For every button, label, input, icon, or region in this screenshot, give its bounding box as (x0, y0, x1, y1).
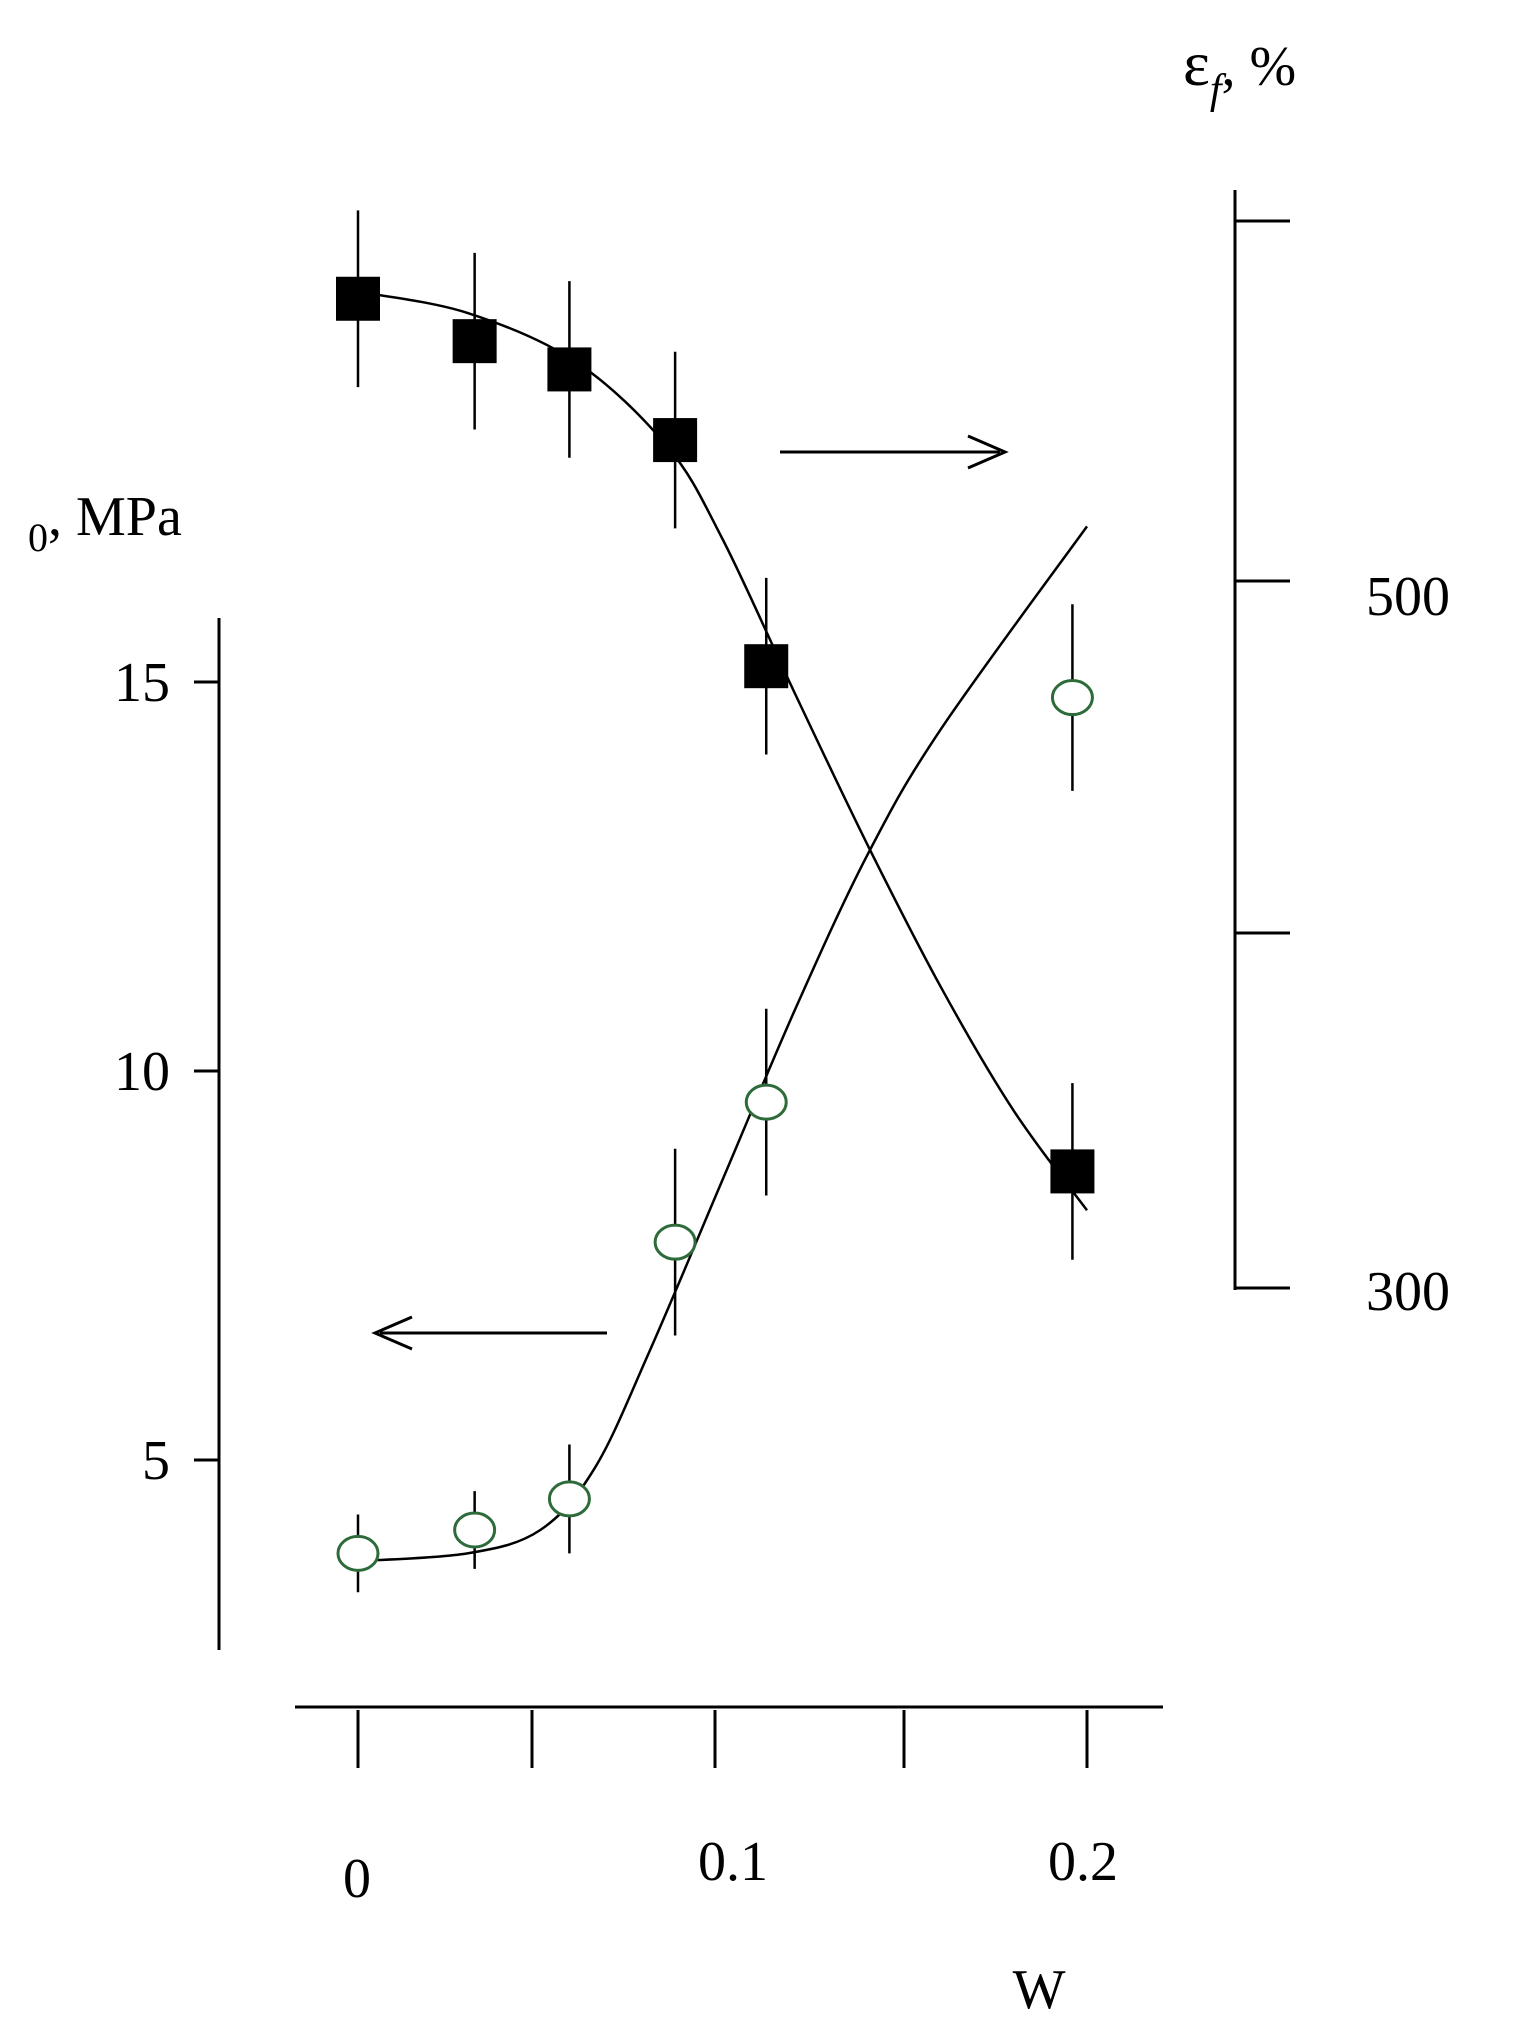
stress-data-point (336, 1534, 380, 1572)
stress-data-point (547, 1480, 591, 1518)
stress-data-point (653, 1223, 697, 1261)
stress-data-point (1050, 679, 1094, 717)
fit-lines (357, 290, 1089, 1563)
x-tick-label-0: 0 (343, 1848, 371, 1910)
left-y-tick-label-5: 5 (142, 1430, 170, 1492)
stress-fit-curve (357, 525, 1089, 1563)
x-tick-label-0-2: 0.2 (1048, 1831, 1118, 1893)
arrow-right-head (967, 434, 1009, 470)
left-y-axis-title: 0, MPa (28, 486, 182, 560)
strain-data-point (1050, 1149, 1095, 1194)
left-y-axis-title-subscript: 0 (28, 515, 48, 560)
stress-data-point (744, 1083, 788, 1121)
arrow-left-annotation (371, 1315, 607, 1351)
arrow-left-head (371, 1315, 413, 1351)
x-tick-label-0-1: 0.1 (698, 1831, 768, 1893)
right-y-axis-title-unit: , % (1222, 36, 1297, 98)
arrow-right-annotation (780, 434, 1009, 470)
x-axis-title: W (1013, 1959, 1066, 2021)
error-bars (356, 210, 1074, 1593)
stress-data-point (453, 1511, 497, 1549)
strain-data-point (744, 644, 789, 689)
right-y-tick-label-500: 500 (1366, 566, 1450, 628)
right-y-tick-label-300: 300 (1366, 1261, 1450, 1323)
strain-data-point (547, 347, 592, 392)
right-y-axis-title-symbol: ε (1183, 28, 1210, 99)
strain-fit-curve (357, 290, 1089, 1212)
left-y-tick-label-10: 10 (114, 1041, 170, 1103)
strain-data-point (336, 276, 380, 321)
right-y-axis-title: εf, % (1183, 28, 1296, 113)
strain-data-point (452, 319, 497, 364)
data-markers (336, 276, 1095, 1572)
strain-data-point (653, 418, 698, 463)
left-y-axis-title-text: , MPa (48, 486, 182, 548)
left-y-tick-label-15: 15 (114, 652, 170, 714)
